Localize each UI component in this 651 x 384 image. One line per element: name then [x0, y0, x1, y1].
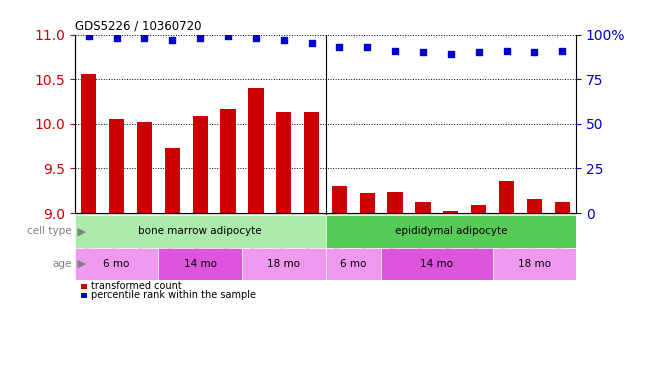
Bar [165, 148, 180, 213]
Text: 14 mo: 14 mo [184, 259, 217, 269]
Point [139, 35, 150, 41]
Point [307, 40, 317, 46]
Bar [527, 199, 542, 213]
Text: GSM635892: GSM635892 [223, 215, 232, 257]
Point [83, 33, 94, 40]
Text: cell type: cell type [27, 226, 72, 237]
Text: GSM635887: GSM635887 [335, 215, 344, 257]
FancyBboxPatch shape [493, 213, 520, 278]
Point [557, 48, 568, 54]
Text: GSM635899: GSM635899 [502, 215, 511, 257]
Text: GSM635886: GSM635886 [140, 215, 149, 257]
Bar [359, 194, 375, 213]
FancyBboxPatch shape [242, 213, 270, 278]
Text: GSM635896: GSM635896 [251, 215, 260, 257]
Text: 6 mo: 6 mo [340, 259, 367, 269]
Text: GSM635900: GSM635900 [530, 215, 539, 257]
Point [418, 50, 428, 56]
Point [223, 33, 233, 40]
FancyBboxPatch shape [353, 213, 381, 278]
FancyBboxPatch shape [158, 248, 242, 280]
FancyBboxPatch shape [437, 213, 465, 278]
Text: GSM635901: GSM635901 [558, 215, 567, 257]
Text: GSM635898: GSM635898 [307, 215, 316, 257]
Text: GSM635890: GSM635890 [168, 215, 177, 257]
Point [251, 35, 261, 41]
Text: ▶: ▶ [74, 226, 85, 237]
Text: age: age [52, 259, 72, 269]
FancyBboxPatch shape [381, 248, 493, 280]
Text: GSM635891: GSM635891 [196, 215, 204, 257]
Text: GSM635897: GSM635897 [279, 215, 288, 257]
Text: GSM635894: GSM635894 [447, 215, 455, 257]
Bar [221, 109, 236, 213]
FancyBboxPatch shape [75, 213, 103, 278]
Bar [276, 112, 292, 213]
FancyBboxPatch shape [103, 213, 131, 278]
FancyBboxPatch shape [326, 248, 381, 280]
FancyBboxPatch shape [270, 213, 298, 278]
Bar [193, 116, 208, 213]
FancyBboxPatch shape [75, 215, 326, 248]
Text: GSM635893: GSM635893 [419, 215, 428, 257]
FancyBboxPatch shape [131, 213, 158, 278]
Text: GSM635885: GSM635885 [112, 215, 121, 257]
Bar [81, 74, 96, 213]
Point [195, 35, 206, 41]
Text: epididymal adipocyte: epididymal adipocyte [395, 226, 507, 237]
FancyBboxPatch shape [326, 213, 353, 278]
FancyBboxPatch shape [548, 213, 576, 278]
Text: 6 mo: 6 mo [104, 259, 130, 269]
Text: transformed count: transformed count [90, 281, 182, 291]
Bar [332, 186, 347, 213]
FancyBboxPatch shape [186, 213, 214, 278]
Point [334, 44, 344, 50]
Point [529, 50, 540, 56]
Text: GSM635889: GSM635889 [391, 215, 400, 257]
Bar [471, 205, 486, 213]
Point [111, 35, 122, 41]
Point [473, 50, 484, 56]
FancyBboxPatch shape [520, 213, 548, 278]
FancyBboxPatch shape [381, 213, 409, 278]
Bar [387, 192, 403, 213]
Bar [415, 202, 430, 213]
FancyBboxPatch shape [493, 248, 576, 280]
Text: bone marrow adipocyte: bone marrow adipocyte [139, 226, 262, 237]
FancyBboxPatch shape [214, 213, 242, 278]
Point [362, 44, 372, 50]
FancyBboxPatch shape [326, 215, 576, 248]
Bar [137, 122, 152, 213]
Text: ▶: ▶ [74, 259, 85, 269]
FancyBboxPatch shape [298, 213, 326, 278]
Text: GSM635884: GSM635884 [84, 215, 93, 257]
Text: GSM635895: GSM635895 [474, 215, 483, 257]
Text: 14 mo: 14 mo [421, 259, 453, 269]
FancyBboxPatch shape [75, 248, 158, 280]
Bar [304, 112, 319, 213]
Point [390, 48, 400, 54]
Text: GDS5226 / 10360720: GDS5226 / 10360720 [75, 20, 201, 33]
Text: GSM635888: GSM635888 [363, 215, 372, 257]
Text: 18 mo: 18 mo [518, 259, 551, 269]
Bar [499, 181, 514, 213]
FancyBboxPatch shape [409, 213, 437, 278]
Bar [109, 119, 124, 213]
Point [167, 37, 178, 43]
FancyBboxPatch shape [158, 213, 186, 278]
Point [501, 48, 512, 54]
Bar [443, 211, 458, 213]
Text: 18 mo: 18 mo [267, 259, 300, 269]
Text: percentile rank within the sample: percentile rank within the sample [90, 290, 256, 300]
FancyBboxPatch shape [465, 213, 493, 278]
FancyBboxPatch shape [242, 248, 326, 280]
Bar [248, 88, 264, 213]
Point [279, 37, 289, 43]
Point [445, 51, 456, 57]
Bar [555, 202, 570, 213]
